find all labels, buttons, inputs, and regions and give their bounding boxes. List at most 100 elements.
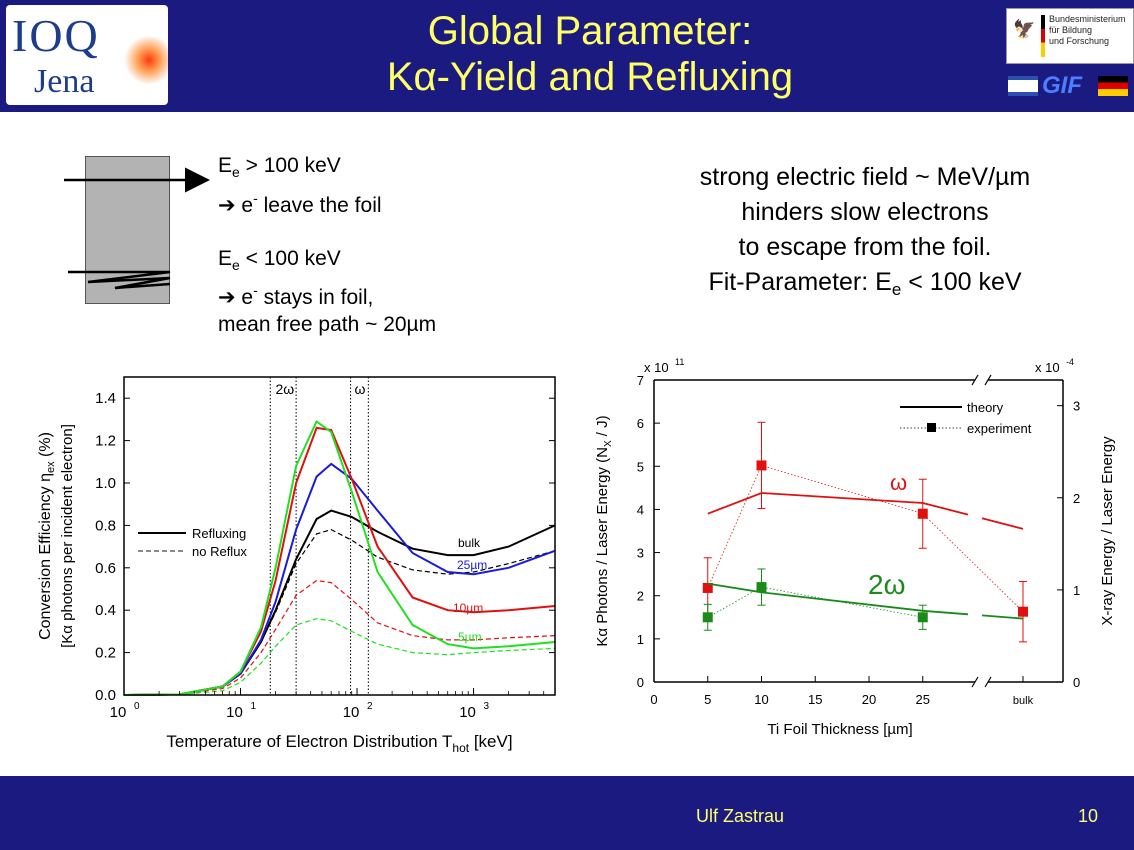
- series-line-25µm: [123, 462, 556, 696]
- y-right-tick-label: 0: [1073, 675, 1080, 690]
- x-tick-label: bulk: [1013, 695, 1034, 707]
- y-tick-label: 0.8: [95, 517, 116, 534]
- electron-paths-diagram: [64, 167, 210, 290]
- x-tick-label: 20: [862, 692, 876, 707]
- x-tick-label: 0: [650, 692, 657, 707]
- x-tick-exponent: 2: [367, 701, 373, 712]
- x-tick-label: 10: [754, 692, 768, 707]
- x-tick-label: 10: [110, 704, 127, 721]
- logo-jena-text: Jena: [34, 63, 95, 100]
- right-multiplier: x 10: [1035, 360, 1060, 375]
- legend-no-reflux-label: no Reflux: [192, 544, 247, 559]
- ioq-jena-logo: IOQ Jena: [6, 5, 168, 105]
- y-tick-label: 0.4: [95, 602, 116, 619]
- plot-frame: [123, 376, 556, 696]
- experiment-point: [756, 460, 767, 471]
- logo-glow-icon: [124, 35, 168, 85]
- axis-break-mark: [984, 374, 992, 386]
- explanation-line-4: Fit-Parameter: Ee < 100 keV: [600, 265, 1130, 307]
- experiment-point: [917, 612, 928, 623]
- y-left-tick-label: 2: [637, 589, 644, 604]
- footer-page-number: 10: [1078, 806, 1099, 826]
- x-axis-label: Ti Foil Thickness [µm]: [767, 721, 912, 738]
- x-tick-exponent: 1: [251, 701, 257, 712]
- bmbf-line: Bundesministerium: [1049, 14, 1126, 24]
- y-left-axis-label: Kα Photons / Laser Energy (NX / J): [594, 415, 614, 646]
- fast-e-sub: e: [232, 164, 240, 180]
- series-label-2omega: 2ω: [868, 569, 905, 600]
- slow-e-sub: e: [232, 257, 240, 273]
- series-line-5µm: [123, 419, 556, 696]
- bmbf-logo: 🦅 Bundesministerium für Bildung und Fors…: [1006, 8, 1134, 64]
- theory-line-ω: [707, 492, 923, 515]
- x-tick-label: 10: [459, 704, 476, 721]
- fast-e-symbol: E: [218, 154, 233, 177]
- fast-arrow: ➔ e: [218, 194, 254, 217]
- footer-bar: [0, 776, 1134, 850]
- curve-label: 5µm: [458, 630, 482, 644]
- y-left-tick-label: 3: [637, 546, 644, 561]
- legend-experiment-label: experiment: [967, 421, 1032, 436]
- left-multiplier-exp: 11: [675, 357, 684, 367]
- y-right-tick-label: 1: [1073, 583, 1080, 598]
- y-tick-label: 1.2: [95, 433, 116, 450]
- experiment-point: [917, 508, 928, 519]
- y-tick-label: 0.2: [95, 645, 116, 662]
- header-bar: [0, 0, 1134, 112]
- fit-suffix: < 100 keV: [901, 268, 1022, 296]
- axis-break-mark: [971, 374, 979, 386]
- theory-line-segment: [922, 609, 969, 616]
- y-left-tick-label: 7: [637, 373, 644, 388]
- slide-title: Global Parameter: Kα-Yield and Refluxing: [260, 8, 920, 100]
- theory-line-segment: [981, 614, 1024, 620]
- bmbf-text: Bundesministerium für Bildung und Forsch…: [1049, 14, 1126, 47]
- curve-label: bulk: [458, 536, 481, 550]
- slow-cond: < 100 keV: [239, 247, 341, 270]
- israel-flag-icon: [1008, 76, 1038, 96]
- y-axis-label-line-2: [Kα photons per incident electron]: [59, 424, 76, 648]
- fast-cond: > 100 keV: [239, 154, 341, 177]
- annotation-omega: ω: [355, 381, 366, 397]
- slow-electron-result: ➔ e- stays in foil,: [218, 277, 373, 311]
- series-line-10µm: [123, 426, 556, 696]
- gif-text: GIF: [1042, 72, 1082, 99]
- slow-result: stays in foil,: [257, 286, 374, 309]
- experiment-point: [756, 582, 767, 593]
- theory-line-segment: [981, 517, 1024, 530]
- fast-electron-condition: Ee > 100 keV: [218, 153, 341, 185]
- right-multiplier-exp: -4: [1066, 357, 1074, 367]
- conversion-efficiency-chart: 0.0 0.2 0.4 0.6 0.8 1.0 1.2 1.4 10 0 10 1 10 2 10 3 2ω ω R…: [37, 376, 556, 755]
- explanation-line-2: hinders slow electrons: [741, 198, 989, 226]
- legend-theory-label: theory: [967, 400, 1004, 415]
- y-right-tick-label: 2: [1073, 491, 1080, 506]
- x-tick-label: 10: [226, 704, 243, 721]
- bmbf-line: und Forschung: [1049, 36, 1110, 46]
- y-left-tick-label: 5: [637, 459, 644, 474]
- x-tick-label: 10: [343, 704, 360, 721]
- axis-break-mark: [984, 676, 992, 688]
- experiment-point: [1018, 606, 1028, 617]
- legend-refluxing-label: Refluxing: [192, 526, 246, 541]
- y-right-tick-label: 3: [1073, 399, 1080, 414]
- experiment-point: [702, 612, 713, 623]
- y-left-tick-label: 0: [637, 675, 644, 690]
- y-right-axis-label: X-ray Energy / Laser Energy: [1099, 436, 1116, 626]
- x-tick-label: 25: [916, 692, 930, 707]
- series-label-omega: ω: [890, 470, 907, 495]
- germany-flag-icon: [1098, 76, 1128, 96]
- series-line-10µm-dashed: [123, 579, 556, 696]
- y-axis-label: Conversion Efficiency ηex (%): [37, 432, 57, 640]
- left-multiplier: x 10: [644, 360, 669, 375]
- fast-sup: -: [253, 190, 258, 206]
- experiment-point: [702, 582, 713, 593]
- annotation-2omega: 2ω: [275, 381, 294, 397]
- y-left-tick-label: 4: [637, 502, 644, 517]
- flag-stripe-icon: [1041, 15, 1045, 57]
- slow-electron-zigzag-icon: [68, 270, 171, 290]
- title-line-2: Kα-Yield and Refluxing: [386, 55, 794, 99]
- slow-sup: -: [253, 282, 258, 298]
- mean-free-path-text: mean free path ~ 20µm: [218, 313, 437, 336]
- slow-e-symbol: E: [218, 247, 233, 270]
- fast-electron-result: ➔ e- leave the foil: [218, 185, 382, 219]
